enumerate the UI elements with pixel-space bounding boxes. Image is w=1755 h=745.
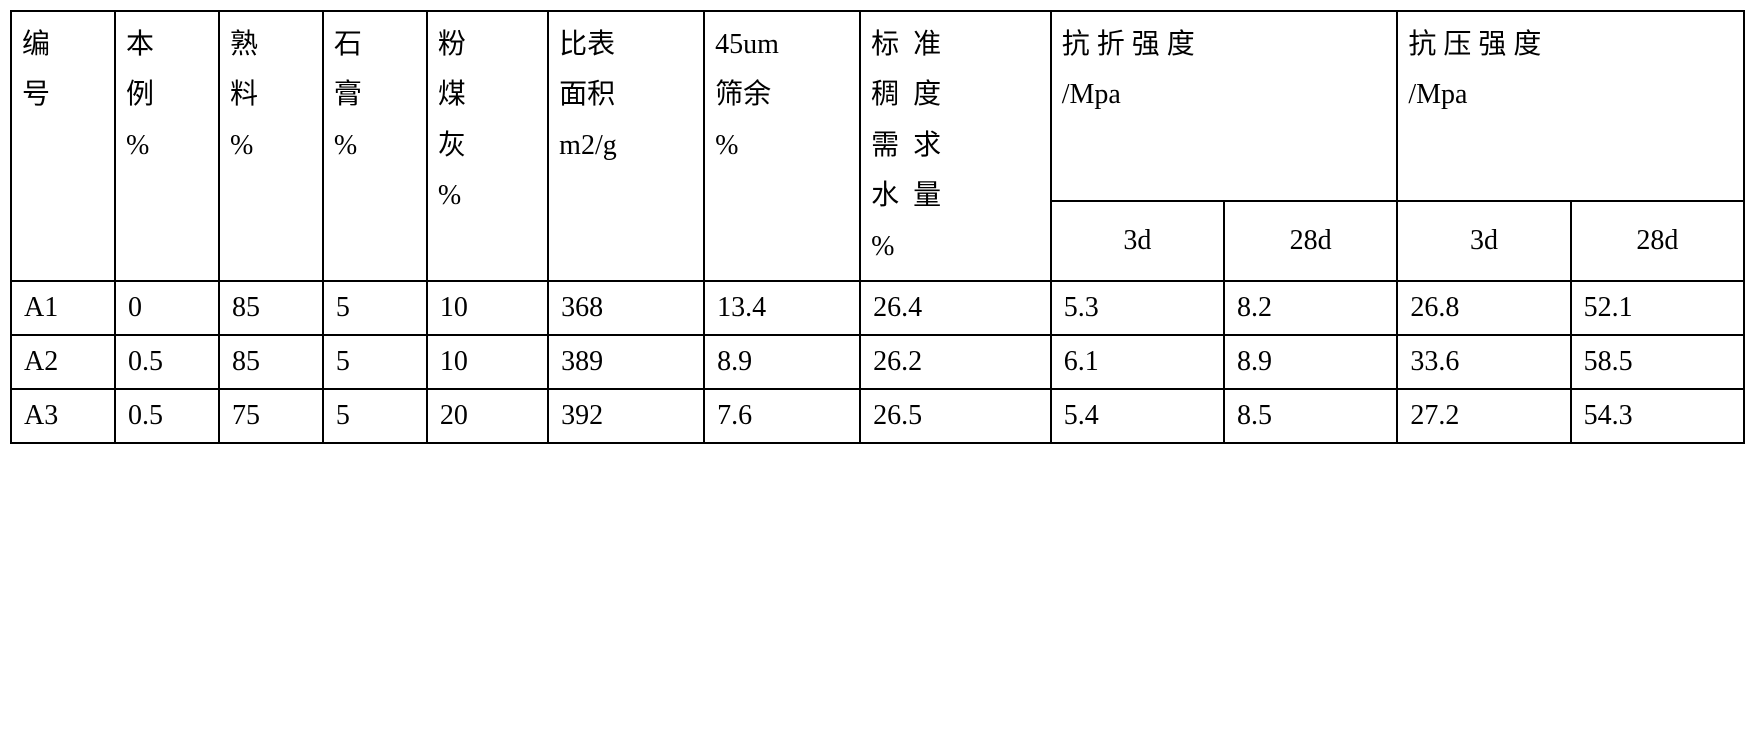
header-gypsum-label: 石膏% bbox=[334, 29, 362, 161]
table-row: A2 0.5 85 5 10 389 8.9 26.2 6.1 8.9 33.6… bbox=[11, 335, 1744, 389]
cell-clinker: 75 bbox=[219, 389, 323, 443]
header-compressive-label: 抗 压 强 度/Mpa bbox=[1408, 29, 1541, 110]
cell-comp-28d: 58.5 bbox=[1571, 335, 1744, 389]
header-flexural: 抗 折 强 度/Mpa bbox=[1051, 11, 1398, 201]
table-header: 编号 本例% 熟料% 石膏% 粉煤灰% 比表面积m2/g 45um筛余% 标 准… bbox=[11, 11, 1744, 281]
cell-gypsum: 5 bbox=[323, 335, 427, 389]
cell-flex-28d: 8.2 bbox=[1224, 281, 1397, 335]
cell-sample: 0 bbox=[115, 281, 219, 335]
cell-water: 26.2 bbox=[860, 335, 1051, 389]
header-sample: 本例% bbox=[115, 11, 219, 281]
header-compressive: 抗 压 强 度/Mpa bbox=[1397, 11, 1744, 201]
table-row: A3 0.5 75 5 20 392 7.6 26.5 5.4 8.5 27.2… bbox=[11, 389, 1744, 443]
table-body: A1 0 85 5 10 368 13.4 26.4 5.3 8.2 26.8 … bbox=[11, 281, 1744, 443]
cell-sample: 0.5 bbox=[115, 335, 219, 389]
header-sample-label: 本例% bbox=[126, 29, 154, 161]
data-table: 编号 本例% 熟料% 石膏% 粉煤灰% 比表面积m2/g 45um筛余% 标 准… bbox=[10, 10, 1745, 444]
header-water: 标 准稠 度需 求水 量% bbox=[860, 11, 1051, 281]
header-sieve: 45um筛余% bbox=[704, 11, 860, 281]
header-surface: 比表面积m2/g bbox=[548, 11, 704, 281]
header-water-label: 标 准稠 度需 求水 量% bbox=[871, 29, 941, 262]
cell-flyash: 20 bbox=[427, 389, 548, 443]
cell-flex-3d: 6.1 bbox=[1051, 335, 1224, 389]
cell-comp-28d: 54.3 bbox=[1571, 389, 1744, 443]
header-flex-3d-label: 3d bbox=[1123, 225, 1151, 256]
cell-comp-28d: 52.1 bbox=[1571, 281, 1744, 335]
header-comp-28d: 28d bbox=[1571, 201, 1744, 281]
header-flyash: 粉煤灰% bbox=[427, 11, 548, 281]
cell-surface: 368 bbox=[548, 281, 704, 335]
cell-flex-28d: 8.5 bbox=[1224, 389, 1397, 443]
header-row-1: 编号 本例% 熟料% 石膏% 粉煤灰% 比表面积m2/g 45um筛余% 标 准… bbox=[11, 11, 1744, 201]
cell-water: 26.4 bbox=[860, 281, 1051, 335]
cell-gypsum: 5 bbox=[323, 281, 427, 335]
header-flex-28d-label: 28d bbox=[1290, 225, 1332, 256]
cell-gypsum: 5 bbox=[323, 389, 427, 443]
cell-sample: 0.5 bbox=[115, 389, 219, 443]
cell-surface: 392 bbox=[548, 389, 704, 443]
cell-surface: 389 bbox=[548, 335, 704, 389]
cell-flyash: 10 bbox=[427, 281, 548, 335]
header-comp-3d-label: 3d bbox=[1470, 225, 1498, 256]
header-gypsum: 石膏% bbox=[323, 11, 427, 281]
header-id-label: 编号 bbox=[22, 29, 50, 110]
cell-flex-28d: 8.9 bbox=[1224, 335, 1397, 389]
header-sieve-label: 45um筛余% bbox=[715, 29, 779, 161]
cell-clinker: 85 bbox=[219, 281, 323, 335]
cell-id: A1 bbox=[11, 281, 115, 335]
header-comp-28d-label: 28d bbox=[1636, 225, 1678, 256]
header-surface-label: 比表面积m2/g bbox=[559, 29, 617, 161]
cell-flex-3d: 5.4 bbox=[1051, 389, 1224, 443]
cell-comp-3d: 33.6 bbox=[1397, 335, 1570, 389]
cell-flex-3d: 5.3 bbox=[1051, 281, 1224, 335]
cell-id: A2 bbox=[11, 335, 115, 389]
cell-comp-3d: 27.2 bbox=[1397, 389, 1570, 443]
cell-sieve: 7.6 bbox=[704, 389, 860, 443]
cell-water: 26.5 bbox=[860, 389, 1051, 443]
cell-sieve: 8.9 bbox=[704, 335, 860, 389]
table-row: A1 0 85 5 10 368 13.4 26.4 5.3 8.2 26.8 … bbox=[11, 281, 1744, 335]
cell-sieve: 13.4 bbox=[704, 281, 860, 335]
header-flexural-label: 抗 折 强 度/Mpa bbox=[1062, 29, 1195, 110]
cell-comp-3d: 26.8 bbox=[1397, 281, 1570, 335]
cell-clinker: 85 bbox=[219, 335, 323, 389]
cell-flyash: 10 bbox=[427, 335, 548, 389]
header-flyash-label: 粉煤灰% bbox=[438, 29, 466, 211]
header-comp-3d: 3d bbox=[1397, 201, 1570, 281]
cell-id: A3 bbox=[11, 389, 115, 443]
header-id: 编号 bbox=[11, 11, 115, 281]
header-flex-28d: 28d bbox=[1224, 201, 1397, 281]
header-clinker: 熟料% bbox=[219, 11, 323, 281]
header-clinker-label: 熟料% bbox=[230, 29, 258, 161]
header-flex-3d: 3d bbox=[1051, 201, 1224, 281]
